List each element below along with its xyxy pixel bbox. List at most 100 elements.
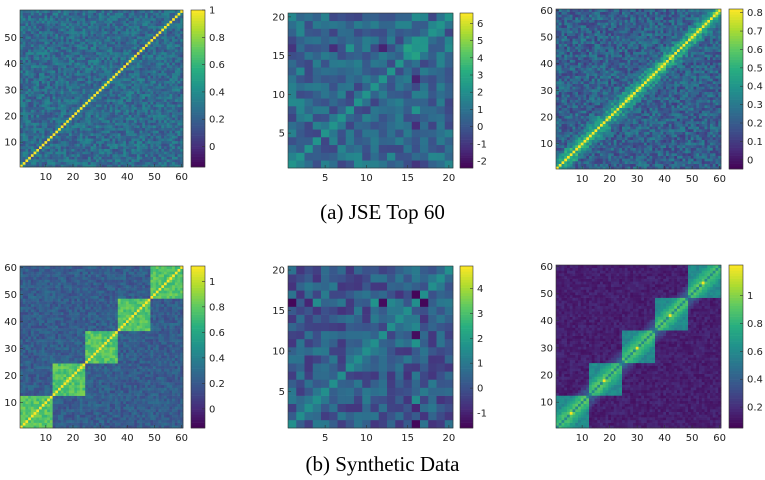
heatmap-cell	[180, 101, 184, 105]
heatmap-cell	[104, 54, 108, 58]
heatmap-cell	[115, 28, 119, 32]
heatmap-cell	[47, 25, 51, 29]
heatmap-cell	[77, 96, 81, 100]
heatmap-cell	[39, 64, 43, 68]
heatmap-cell	[693, 155, 697, 159]
heatmap-cell	[90, 127, 94, 131]
heatmap-cell	[39, 23, 43, 26]
heatmap-cell	[586, 150, 590, 154]
heatmap-cell	[627, 145, 631, 148]
heatmap-cell	[39, 72, 43, 76]
heatmap-cell	[33, 101, 37, 105]
heatmap-cell	[96, 98, 100, 102]
heatmap-cell	[444, 121, 454, 130]
heatmap-cell	[144, 156, 148, 160]
heatmap-cell	[420, 59, 429, 68]
heatmap-cell	[180, 30, 184, 34]
heatmap-cell	[712, 147, 716, 151]
heatmap-cell	[82, 49, 86, 53]
heatmap-cell	[150, 140, 154, 144]
colorbar-segment	[191, 25, 205, 29]
heatmap-cell	[378, 82, 388, 91]
heatmap-cell	[312, 121, 322, 130]
heatmap-cell	[112, 72, 116, 76]
heatmap-cell	[82, 64, 86, 68]
heatmap-cell	[403, 98, 413, 107]
heatmap-cell	[82, 140, 86, 144]
heatmap-cell	[663, 145, 667, 148]
heatmap-cell	[71, 161, 75, 165]
heatmap-cell	[55, 64, 59, 68]
heatmap-cell	[583, 163, 587, 167]
heatmap-cell	[158, 54, 162, 58]
heatmap-cell	[144, 12, 148, 16]
heatmap-cell	[345, 106, 355, 115]
heatmap-cell	[93, 114, 97, 118]
heatmap-cell	[444, 44, 454, 53]
heatmap-cell	[378, 67, 388, 76]
heatmap-cell	[60, 153, 64, 157]
heatmap-cell	[109, 101, 113, 105]
heatmap-cell	[85, 51, 89, 55]
heatmap-cell	[605, 131, 609, 135]
heatmap-cell	[153, 117, 157, 121]
colorbar-segment	[460, 33, 473, 37]
heatmap-cell	[71, 104, 75, 108]
heatmap-cell	[106, 17, 110, 21]
heatmap-cell	[60, 72, 64, 76]
heatmap-cell	[58, 15, 62, 19]
heatmap-cell	[117, 127, 121, 131]
heatmap-cell	[710, 142, 714, 146]
heatmap-cell	[58, 119, 62, 123]
colorbar-segment	[460, 23, 473, 27]
heatmap-cell	[39, 46, 43, 50]
heatmap-cell	[93, 122, 97, 126]
heatmap-cell	[575, 163, 579, 167]
heatmap-cell	[712, 139, 716, 143]
heatmap-cell	[125, 38, 129, 42]
heatmap-cell	[134, 25, 138, 29]
colorbar-segment	[191, 28, 205, 32]
heatmap-cell	[41, 88, 45, 92]
heatmap-cell	[128, 146, 132, 149]
heatmap-cell	[158, 132, 162, 136]
heatmap-cell	[71, 67, 75, 71]
heatmap-cell	[578, 142, 582, 146]
heatmap-cell	[144, 159, 148, 163]
heatmap-cell	[180, 153, 184, 157]
heatmap-cell	[627, 139, 631, 143]
heatmap-cell	[55, 138, 59, 142]
heatmap-cell	[85, 78, 89, 81]
heatmap-cell	[569, 142, 573, 146]
heatmap-cell	[63, 91, 67, 95]
heatmap-cell	[52, 75, 56, 79]
heatmap-cell	[147, 112, 151, 115]
heatmap-cell	[58, 33, 62, 37]
heatmap-cell	[66, 57, 70, 61]
heatmap-cell	[564, 153, 568, 156]
heatmap-cell	[177, 148, 181, 152]
heatmap-cell	[30, 83, 34, 87]
heatmap-cell	[619, 145, 623, 148]
heatmap-cell	[96, 62, 100, 66]
heatmap-cell	[77, 153, 81, 157]
heatmap-cell	[166, 138, 170, 142]
heatmap-cell	[109, 138, 113, 142]
heatmap-cell	[60, 46, 64, 50]
heatmap-cell	[117, 114, 121, 118]
heatmap-cell	[66, 67, 70, 71]
heatmap-cell	[172, 41, 176, 45]
heatmap-cell	[106, 62, 110, 66]
heatmap-cell	[174, 67, 178, 71]
heatmap-cell	[136, 23, 140, 26]
heatmap-cell	[123, 44, 127, 47]
heatmap-cell	[98, 104, 102, 108]
heatmap-cell	[436, 152, 446, 161]
heatmap-cell	[556, 139, 560, 143]
heatmap-cell	[98, 138, 102, 142]
heatmap-cell	[696, 137, 700, 140]
heatmap-cell	[161, 125, 165, 129]
heatmap-cell	[128, 62, 132, 66]
heatmap-cell	[630, 145, 634, 148]
